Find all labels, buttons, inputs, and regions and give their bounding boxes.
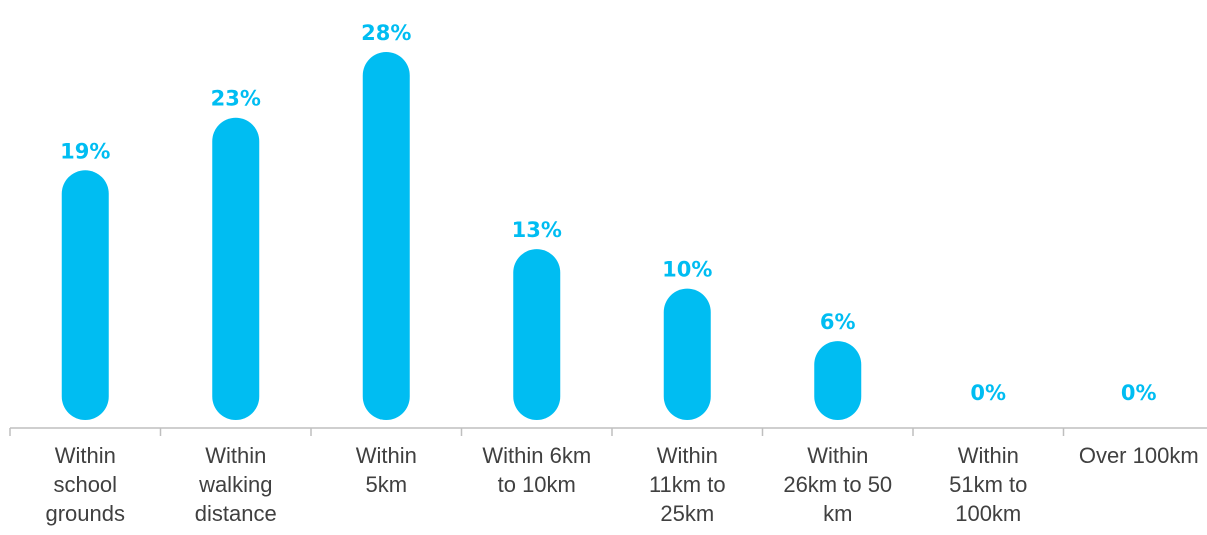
bars-group: [62, 52, 862, 420]
bar: [814, 341, 861, 420]
bar-value-label: 19%: [60, 139, 110, 163]
bar-value-label: 13%: [512, 218, 562, 242]
category-label: Within school grounds: [10, 441, 160, 528]
x-axis: [10, 428, 1207, 436]
bar: [212, 118, 259, 420]
bar-value-label: 0%: [1121, 381, 1157, 405]
bar-value-label: 10%: [662, 258, 712, 282]
bar: [363, 52, 410, 420]
category-label: Within 6km to 10km: [462, 441, 612, 499]
category-label: Within 26km to 50 km: [763, 441, 913, 528]
bar-value-label: 0%: [970, 381, 1006, 405]
bar: [513, 249, 560, 420]
category-label: Within 11km to 25km: [612, 441, 762, 528]
bar-value-label: 28%: [361, 21, 411, 45]
bar-value-label: 6%: [820, 310, 856, 334]
category-label: Within walking distance: [161, 441, 311, 528]
category-label: Over 100km: [1064, 441, 1207, 470]
bar: [62, 170, 109, 420]
bar-value-label: 23%: [211, 87, 261, 111]
bar: [664, 289, 711, 420]
category-label: Within 51km to 100km: [913, 441, 1063, 528]
category-label: Within 5km: [311, 441, 461, 499]
